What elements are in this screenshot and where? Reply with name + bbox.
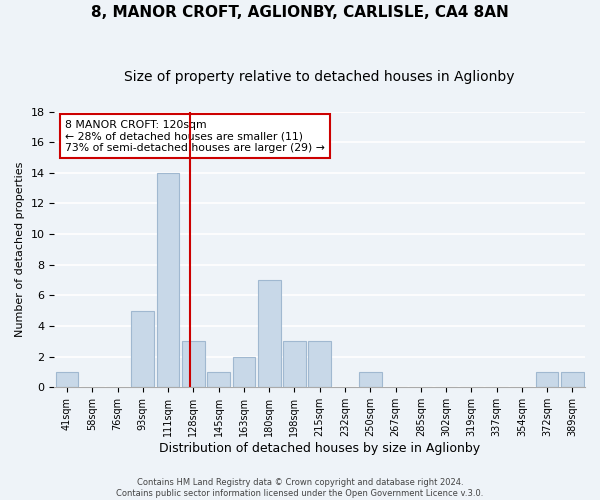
Bar [182,342,205,388]
Bar [536,372,559,388]
Bar [157,173,179,388]
Title: Size of property relative to detached houses in Aglionby: Size of property relative to detached ho… [124,70,515,84]
Bar [131,310,154,388]
Text: Contains HM Land Registry data © Crown copyright and database right 2024.
Contai: Contains HM Land Registry data © Crown c… [116,478,484,498]
Bar [561,372,584,388]
Bar [207,372,230,388]
Bar [308,342,331,388]
Text: 8, MANOR CROFT, AGLIONBY, CARLISLE, CA4 8AN: 8, MANOR CROFT, AGLIONBY, CARLISLE, CA4 … [91,5,509,20]
Bar [258,280,281,388]
Bar [233,356,255,388]
Bar [283,342,306,388]
X-axis label: Distribution of detached houses by size in Aglionby: Distribution of detached houses by size … [159,442,480,455]
Text: 8 MANOR CROFT: 120sqm
← 28% of detached houses are smaller (11)
73% of semi-deta: 8 MANOR CROFT: 120sqm ← 28% of detached … [65,120,325,153]
Y-axis label: Number of detached properties: Number of detached properties [15,162,25,337]
Bar [359,372,382,388]
Bar [56,372,79,388]
